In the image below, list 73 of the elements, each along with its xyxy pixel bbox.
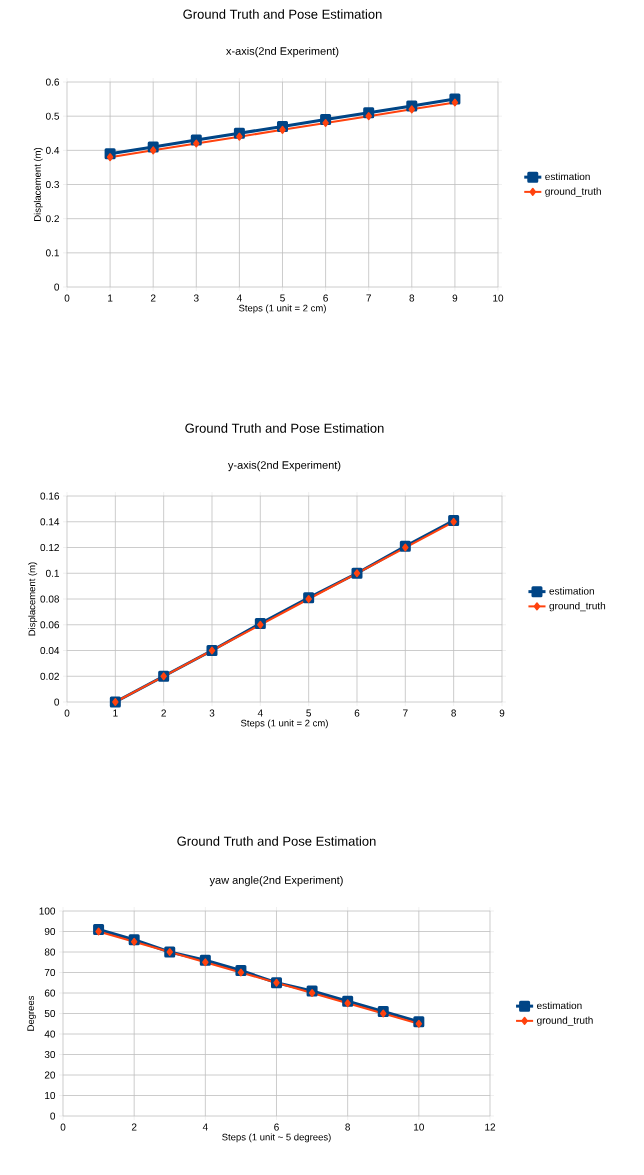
y-tick-label: 50 bbox=[44, 1009, 56, 1018]
y-tick-label: 0 bbox=[54, 698, 60, 706]
x-tick-label: 1 bbox=[108, 294, 113, 302]
y-tick-label: 0.3 bbox=[45, 180, 60, 189]
y-tick-label: 0 bbox=[54, 283, 60, 291]
y-tick-label: 70 bbox=[44, 968, 56, 977]
y-axis-title: Displacement (m) bbox=[28, 562, 38, 636]
x-tick-label: 7 bbox=[403, 709, 408, 717]
x-tick-label: 10 bbox=[493, 294, 504, 302]
y-tick-label: 80 bbox=[44, 948, 56, 956]
x-tick-label: 4 bbox=[236, 294, 242, 302]
x-tick-label: 7 bbox=[366, 294, 371, 302]
x-tick-label: 9 bbox=[499, 709, 505, 717]
x-tick-label: 1 bbox=[113, 709, 118, 717]
y-tick-label: 0.08 bbox=[40, 595, 60, 603]
y-tick-label: 0 bbox=[50, 1112, 56, 1120]
x-tick-label: 8 bbox=[409, 294, 415, 302]
x-tick-label: 12 bbox=[485, 1123, 496, 1131]
x-tick-label: 8 bbox=[451, 709, 456, 717]
x-tick-label: 3 bbox=[209, 709, 215, 717]
y-tick-label: 0.1 bbox=[45, 249, 59, 257]
x-tick-label: 4 bbox=[257, 709, 263, 717]
y-tick-label: 0.04 bbox=[40, 646, 60, 655]
legend-label: estimation bbox=[549, 587, 594, 595]
y-tick-label: 100 bbox=[39, 907, 56, 915]
legend-label: ground_truth bbox=[537, 1016, 593, 1026]
legend-label: ground_truth bbox=[545, 187, 601, 197]
chart-title: Ground Truth and Pose Estimation bbox=[183, 9, 382, 19]
y-tick-label: 0.06 bbox=[40, 621, 60, 629]
chart-subtitle: y-axis(2nd Experiment) bbox=[227, 460, 341, 472]
y-tick-label: 60 bbox=[44, 989, 56, 997]
x-tick-label: 6 bbox=[323, 294, 328, 302]
legend-label: estimation bbox=[537, 1001, 582, 1010]
y-tick-label: 0.4 bbox=[45, 146, 60, 154]
x-tick-label: 2 bbox=[131, 1123, 137, 1131]
y-axis-title: Displacement (m) bbox=[33, 147, 43, 221]
x-tick-label: 10 bbox=[414, 1123, 424, 1131]
y-tick-label: 30 bbox=[44, 1050, 56, 1059]
y-tick-label: 0.14 bbox=[40, 518, 60, 526]
y-tick-label: 0.12 bbox=[40, 543, 59, 552]
x-tick-label: 0 bbox=[64, 294, 70, 302]
y-tick-label: 0.6 bbox=[45, 78, 60, 86]
legend-label: estimation bbox=[545, 172, 590, 181]
x-axis-title: Steps (1 unit ~ 5 degrees) bbox=[222, 1133, 331, 1143]
x-tick-label: 6 bbox=[274, 1123, 279, 1131]
x-tick-label: 4 bbox=[202, 1123, 208, 1131]
x-tick-label: 2 bbox=[150, 294, 156, 302]
y-tick-label: 0.2 bbox=[45, 215, 59, 223]
y-tick-label: 10 bbox=[45, 1091, 56, 1100]
x-tick-label: 0 bbox=[60, 1123, 66, 1131]
x-tick-label: 2 bbox=[161, 709, 166, 717]
x-tick-label: 8 bbox=[345, 1123, 351, 1131]
y-axis-title: Degrees bbox=[27, 995, 36, 1031]
y-tick-label: 0.5 bbox=[45, 112, 60, 120]
legend-label: ground_truth bbox=[549, 602, 606, 612]
x-tick-label: 6 bbox=[354, 709, 360, 717]
chart-title: Ground Truth and Pose Estimation bbox=[177, 836, 376, 846]
x-tick-label: 0 bbox=[64, 709, 70, 717]
chart-subtitle: x-axis(2nd Experiment) bbox=[226, 46, 339, 58]
y-tick-label: 20 bbox=[44, 1071, 56, 1079]
y-tick-label: 0.02 bbox=[40, 672, 59, 680]
y-tick-label: 40 bbox=[44, 1030, 56, 1038]
y-tick-label: 90 bbox=[44, 927, 56, 936]
x-tick-label: 5 bbox=[306, 709, 312, 717]
x-tick-label: 3 bbox=[193, 294, 199, 302]
y-tick-label: 0.1 bbox=[45, 569, 59, 577]
chart-subtitle: yaw angle(2nd Experiment) bbox=[209, 875, 343, 887]
x-tick-label: 9 bbox=[452, 294, 458, 302]
chart-title: Ground Truth and Pose Estimation bbox=[185, 423, 384, 433]
x-axis-title: Steps (1 unit = 2 cm) bbox=[240, 719, 328, 729]
x-tick-label: 5 bbox=[280, 294, 285, 302]
y-tick-label: 0.16 bbox=[40, 492, 60, 500]
x-axis-title: Steps (1 unit = 2 cm) bbox=[238, 304, 326, 314]
